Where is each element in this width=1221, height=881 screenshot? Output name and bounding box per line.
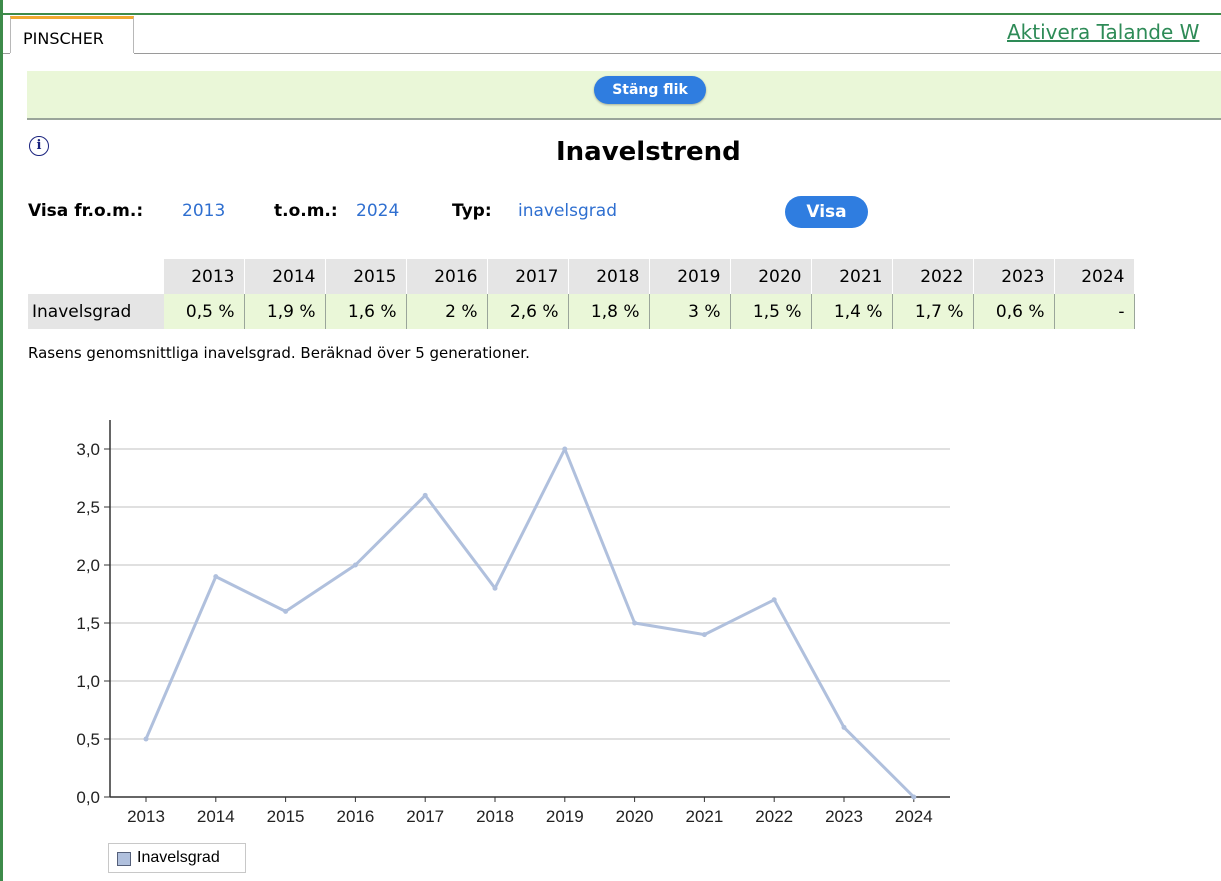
x-tick-label: 2020 — [616, 807, 654, 826]
value-cell: 1,5 % — [730, 294, 812, 329]
tab-pinscher[interactable]: PINSCHER — [10, 16, 134, 53]
value-cell: 1,9 % — [244, 294, 326, 329]
data-point — [841, 724, 847, 730]
from-label: Visa fr.o.m.: — [28, 201, 144, 221]
top-border — [0, 13, 1221, 15]
year-header: 2021 — [811, 259, 893, 294]
legend-swatch — [117, 852, 131, 866]
data-point — [492, 585, 498, 591]
data-point — [771, 597, 777, 603]
data-point — [143, 736, 149, 742]
value-cell: 2 % — [406, 294, 488, 329]
y-tick-label: 2,5 — [76, 498, 100, 517]
tab-baseline — [134, 53, 1221, 54]
value-cell: 1,6 % — [325, 294, 407, 329]
y-tick-label: 1,5 — [76, 614, 100, 633]
data-point — [911, 794, 917, 800]
info-icon[interactable]: i — [29, 136, 49, 156]
page-title: Inavelstrend — [556, 137, 741, 167]
year-header: 2016 — [406, 259, 488, 294]
year-header: 2017 — [487, 259, 569, 294]
data-point — [701, 632, 707, 638]
year-header: 2013 — [164, 259, 245, 294]
chart-legend: Inavelsgrad — [108, 843, 246, 873]
y-tick-label: 3,0 — [76, 440, 100, 459]
year-header: 2018 — [568, 259, 650, 294]
tab-baseline-left — [3, 53, 10, 54]
x-tick-label: 2013 — [127, 807, 165, 826]
value-cell: 3 % — [649, 294, 731, 329]
year-header: 2024 — [1054, 259, 1135, 294]
data-point — [213, 574, 219, 580]
row-label: Inavelsgrad — [28, 294, 164, 329]
show-button[interactable]: Visa — [785, 196, 868, 228]
x-tick-label: 2024 — [895, 807, 933, 826]
to-year-select[interactable]: 2024 — [356, 201, 400, 221]
type-label: Typ: — [452, 201, 492, 221]
x-tick-label: 2019 — [546, 807, 584, 826]
x-tick-label: 2023 — [825, 807, 863, 826]
type-select[interactable]: inavelsgrad — [518, 201, 618, 221]
x-tick-label: 2018 — [476, 807, 514, 826]
inbreeding-table: 2013 2014 2015 2016 2017 2018 2019 2020 … — [28, 259, 1135, 329]
value-cell: 0,6 % — [973, 294, 1055, 329]
year-header: 2015 — [325, 259, 407, 294]
x-tick-label: 2015 — [267, 807, 305, 826]
year-header: 2022 — [892, 259, 974, 294]
data-point — [632, 620, 638, 626]
close-tab-button[interactable]: Stäng flik — [594, 76, 706, 104]
from-year-select[interactable]: 2013 — [182, 201, 226, 221]
x-tick-label: 2014 — [197, 807, 235, 826]
table-corner — [28, 259, 164, 294]
data-point — [562, 446, 568, 452]
legend-label: Inavelsgrad — [137, 849, 220, 866]
left-border — [0, 0, 3, 881]
table-note: Rasens genomsnittliga inavelsgrad. Beräk… — [28, 344, 530, 362]
x-tick-label: 2017 — [406, 807, 444, 826]
x-tick-label: 2022 — [755, 807, 793, 826]
data-point — [283, 608, 289, 614]
x-tick-label: 2016 — [336, 807, 374, 826]
data-point — [422, 492, 428, 498]
y-tick-label: 1,0 — [76, 672, 100, 691]
aktivera-talande-webb-link[interactable]: Aktivera Talande W — [1007, 20, 1200, 44]
value-cell: 1,8 % — [568, 294, 650, 329]
value-cell: 0,5 % — [164, 294, 245, 329]
series-line — [144, 447, 915, 799]
year-header: 2020 — [730, 259, 812, 294]
y-tick-label: 2,0 — [76, 556, 100, 575]
table-row: Inavelsgrad 0,5 % 1,9 % 1,6 % 2 % 2,6 % … — [28, 294, 1135, 329]
year-header: 2019 — [649, 259, 731, 294]
inbreeding-line-chart: 0,0 0,5 1,0 1,5 2,0 2,5 3,0 2013 2014 2015 2016 201… — [76, 420, 950, 826]
y-tick-label: 0,0 — [76, 788, 100, 807]
x-tick-label: 2021 — [685, 807, 723, 826]
value-cell: 1,4 % — [811, 294, 893, 329]
to-label: t.o.m.: — [274, 201, 338, 221]
tab-label: PINSCHER — [23, 29, 104, 48]
year-header: 2014 — [244, 259, 326, 294]
year-header: 2023 — [973, 259, 1055, 294]
value-cell: 2,6 % — [487, 294, 569, 329]
value-cell: 1,7 % — [892, 294, 974, 329]
table-header-row: 2013 2014 2015 2016 2017 2018 2019 2020 … — [28, 259, 1135, 294]
data-point — [352, 562, 358, 568]
y-tick-label: 0,5 — [76, 730, 100, 749]
value-cell: - — [1054, 294, 1135, 329]
